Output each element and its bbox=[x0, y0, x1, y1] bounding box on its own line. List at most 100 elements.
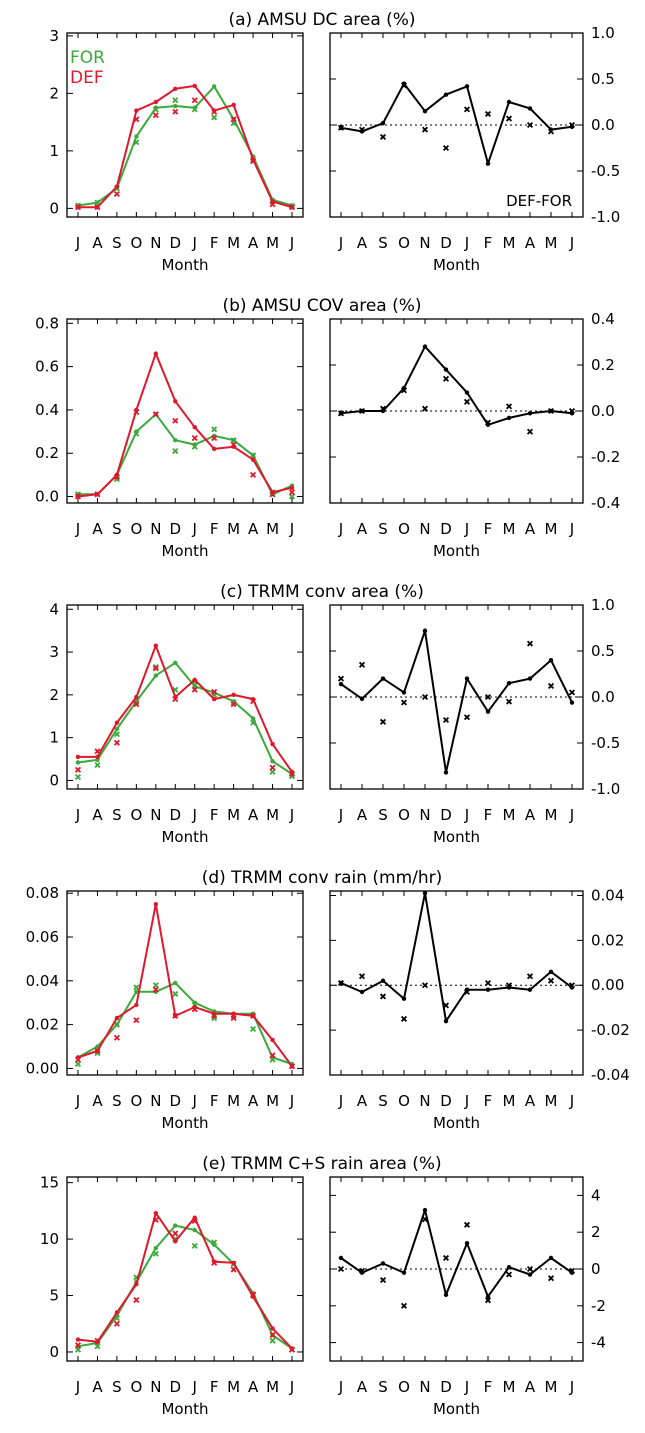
plot-frame bbox=[66, 32, 304, 218]
series-marker-def-for bbox=[568, 689, 576, 696]
y-tick-label: 3 bbox=[49, 27, 59, 45]
series-dot-def-for bbox=[422, 109, 428, 114]
series-marker-def bbox=[152, 112, 159, 119]
y-tick-label: -1.0 bbox=[591, 780, 620, 798]
series-marker-def-for bbox=[463, 1221, 471, 1228]
x-tick-label: J bbox=[192, 520, 197, 538]
x-tick-label: O bbox=[130, 806, 142, 824]
series-marker-def-for bbox=[568, 407, 576, 415]
series-marker-def bbox=[94, 1337, 101, 1344]
x-tick-label: J bbox=[289, 234, 294, 252]
plot-frame bbox=[66, 890, 304, 1076]
x-tick-label: F bbox=[484, 234, 493, 252]
y-tick-label: 0.8 bbox=[35, 314, 59, 332]
series-dot-for bbox=[173, 660, 178, 665]
x-tick-label: M bbox=[545, 1378, 558, 1396]
series-dot-def bbox=[114, 184, 120, 189]
series-marker-def-for bbox=[400, 1302, 408, 1309]
series-dot-for bbox=[173, 438, 178, 443]
x-tick-label: A bbox=[525, 234, 536, 252]
x-tick-label: O bbox=[398, 1092, 410, 1110]
x-tick-label: J bbox=[464, 1378, 469, 1396]
x-tick-label: S bbox=[112, 234, 122, 252]
series-marker-for bbox=[250, 719, 257, 726]
x-tick-label: J bbox=[338, 234, 343, 252]
plot-frame bbox=[66, 604, 304, 790]
series-marker-def bbox=[288, 204, 296, 211]
x-tick-label: J bbox=[289, 1378, 294, 1396]
series-marker-def-for bbox=[442, 716, 450, 724]
series-marker-def bbox=[113, 473, 120, 481]
series-marker-def-for bbox=[400, 82, 408, 89]
y-tick-label: 0.0 bbox=[591, 688, 615, 706]
series-dot-def-for bbox=[401, 690, 407, 695]
x-tick-label: D bbox=[440, 1378, 452, 1396]
x-tick-label: M bbox=[503, 1378, 516, 1396]
x-tick-label: O bbox=[398, 520, 410, 538]
x-tick-label: A bbox=[525, 1378, 536, 1396]
x-tick-label: D bbox=[440, 520, 452, 538]
y-tick-label: 15 bbox=[40, 1174, 59, 1192]
x-tick-label: M bbox=[227, 520, 240, 538]
series-marker-for bbox=[94, 1343, 101, 1350]
series-marker-def bbox=[288, 1346, 296, 1353]
series-marker-def bbox=[211, 108, 218, 115]
series-marker-for bbox=[74, 773, 82, 781]
x-tick-label: J bbox=[464, 806, 469, 824]
x-tick-label: N bbox=[419, 520, 430, 538]
series-dot-def bbox=[95, 754, 100, 760]
series-marker-def bbox=[191, 1217, 198, 1225]
series-marker-def-for bbox=[484, 1297, 492, 1304]
series-dot-def bbox=[231, 1011, 236, 1016]
series-marker-def bbox=[211, 1259, 218, 1266]
series-marker-def-for bbox=[547, 407, 555, 415]
series-marker-def bbox=[74, 493, 82, 500]
series-dot-def-for bbox=[527, 987, 533, 992]
series-marker-def-for bbox=[379, 405, 387, 412]
y-tick-label: 1 bbox=[49, 142, 59, 160]
x-tick-label: A bbox=[92, 234, 103, 252]
series-dot-def bbox=[114, 720, 120, 725]
x-tick-label: F bbox=[484, 520, 493, 538]
series-dot-def-for bbox=[527, 411, 533, 416]
x-tick-label: M bbox=[227, 806, 240, 824]
x-tick-label: D bbox=[440, 806, 452, 824]
series-marker-for bbox=[113, 731, 120, 738]
series-marker-def-for bbox=[484, 693, 492, 701]
y-tick-label: 0.04 bbox=[591, 886, 624, 904]
series-dot-def-for bbox=[506, 415, 512, 421]
x-tick-label: S bbox=[378, 520, 388, 538]
x-tick-label: D bbox=[169, 234, 181, 252]
x-axis-title: Month bbox=[433, 256, 480, 274]
x-tick-label: M bbox=[545, 234, 558, 252]
series-marker-def-for bbox=[484, 979, 492, 987]
series-marker-for bbox=[172, 990, 179, 997]
series-marker-def-for bbox=[568, 1267, 576, 1274]
x-tick-label: O bbox=[130, 1378, 142, 1396]
y-tick-label: -0.5 bbox=[591, 162, 620, 180]
y-tick-label: 0.2 bbox=[591, 356, 615, 374]
series-marker-def bbox=[172, 1230, 179, 1237]
x-tick-label: M bbox=[266, 1092, 279, 1110]
x-tick-label: A bbox=[357, 234, 368, 252]
x-tick-label: F bbox=[210, 1092, 219, 1110]
y-tick-label: 0 bbox=[49, 1343, 59, 1361]
x-tick-label: A bbox=[248, 1092, 259, 1110]
series-dot-def bbox=[173, 86, 178, 91]
series-marker-def bbox=[269, 1052, 276, 1059]
series-marker-for bbox=[230, 699, 237, 706]
y-tick-label: 4 bbox=[49, 600, 59, 618]
series-marker-def-for bbox=[547, 1275, 555, 1282]
series-dot-def bbox=[153, 1210, 159, 1216]
x-tick-label: S bbox=[378, 1378, 388, 1396]
series-dot-def-for bbox=[485, 987, 491, 992]
x-tick-label: J bbox=[75, 806, 80, 824]
series-marker-def-for bbox=[547, 128, 555, 135]
x-tick-label: A bbox=[357, 1378, 368, 1396]
x-tick-label: D bbox=[169, 1092, 181, 1110]
